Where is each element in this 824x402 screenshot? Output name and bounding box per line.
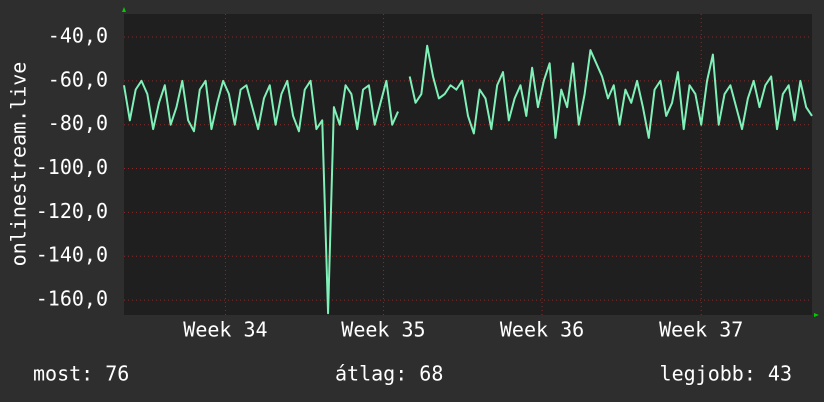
y-tick-label: -160,0: [36, 287, 108, 311]
stat-label: legjobb: 43: [660, 362, 792, 386]
axis-arrow: [122, 7, 126, 12]
x-tick-label: Week 37: [659, 318, 743, 342]
y-tick-label: -100,0: [36, 155, 108, 179]
y-tick-label: -60,0: [48, 67, 108, 91]
x-tick-label: Week 35: [341, 318, 425, 342]
plot-area: [124, 14, 812, 315]
y-tick-label: -80,0: [48, 111, 108, 135]
y-tick-label: -40,0: [48, 24, 108, 48]
y-axis-label: onlinestream.live: [7, 62, 31, 267]
data-line: [123, 44, 813, 315]
x-tick-label: Week 36: [500, 318, 584, 342]
axis-arrow: [814, 313, 819, 317]
y-tick-label: -140,0: [36, 243, 108, 267]
stat-label: most: 76: [33, 362, 129, 386]
x-tick-label: Week 34: [183, 318, 267, 342]
y-tick-label: -120,0: [36, 199, 108, 223]
stat-label: átlag: 68: [335, 362, 443, 386]
